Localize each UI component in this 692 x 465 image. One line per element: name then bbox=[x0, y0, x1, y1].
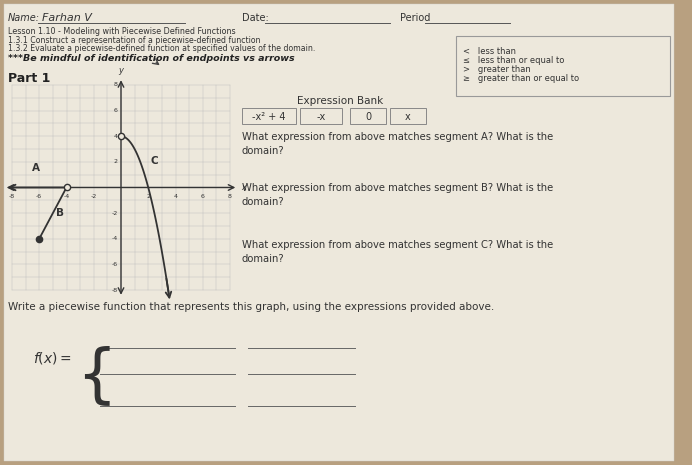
Text: -2: -2 bbox=[111, 211, 118, 216]
Text: -6: -6 bbox=[112, 262, 118, 267]
Text: B: B bbox=[55, 208, 64, 218]
Text: Expression Bank: Expression Bank bbox=[297, 96, 383, 106]
Text: 0: 0 bbox=[365, 112, 371, 122]
Text: ***Be mindful of identification of endpoints vs arrows: ***Be mindful of identification of endpo… bbox=[8, 54, 295, 63]
Text: -8: -8 bbox=[9, 193, 15, 199]
Text: $\{$: $\{$ bbox=[76, 344, 111, 408]
Text: ≤   less than or equal to: ≤ less than or equal to bbox=[463, 56, 565, 65]
Text: Date:: Date: bbox=[242, 13, 268, 23]
Text: C: C bbox=[151, 156, 158, 166]
Text: -4: -4 bbox=[64, 193, 70, 199]
Text: y: y bbox=[118, 66, 123, 75]
Text: $f(x) =$: $f(x) =$ bbox=[33, 350, 72, 366]
Text: 8: 8 bbox=[228, 193, 232, 199]
Text: Lesson 1.10 - Modeling with Piecewise Defined Functions: Lesson 1.10 - Modeling with Piecewise De… bbox=[8, 27, 235, 36]
Text: x: x bbox=[405, 112, 411, 122]
Text: <   less than: < less than bbox=[463, 47, 516, 56]
Text: 8: 8 bbox=[114, 82, 118, 87]
Text: Name:: Name: bbox=[8, 13, 40, 23]
FancyBboxPatch shape bbox=[350, 108, 386, 124]
Text: What expression from above matches segment B? What is the
domain?: What expression from above matches segme… bbox=[242, 183, 553, 207]
FancyBboxPatch shape bbox=[456, 36, 670, 96]
Text: -4: -4 bbox=[111, 236, 118, 241]
Text: -x: -x bbox=[316, 112, 326, 122]
FancyBboxPatch shape bbox=[4, 4, 674, 461]
Text: -2: -2 bbox=[91, 193, 97, 199]
Text: -6: -6 bbox=[36, 193, 42, 199]
Text: Farhan V: Farhan V bbox=[42, 13, 92, 23]
Text: 1.3.2 Evaluate a piecewise-defined function at specified values of the domain.: 1.3.2 Evaluate a piecewise-defined funct… bbox=[8, 44, 316, 53]
Text: What expression from above matches segment C? What is the
domain?: What expression from above matches segme… bbox=[242, 240, 553, 264]
Text: What expression from above matches segment A? What is the
domain?: What expression from above matches segme… bbox=[242, 132, 553, 156]
Text: 1.3.1 Construct a representation of a piecewise-defined function: 1.3.1 Construct a representation of a pi… bbox=[8, 36, 260, 45]
Text: 4: 4 bbox=[174, 193, 178, 199]
Text: Part 1: Part 1 bbox=[8, 72, 51, 85]
Text: Period: Period bbox=[400, 13, 430, 23]
Text: A: A bbox=[33, 163, 40, 173]
Text: 2: 2 bbox=[146, 193, 150, 199]
FancyBboxPatch shape bbox=[242, 108, 296, 124]
Text: -8: -8 bbox=[112, 287, 118, 292]
Text: >   greater than: > greater than bbox=[463, 65, 531, 74]
Text: 2: 2 bbox=[114, 159, 118, 164]
Text: -x² + 4: -x² + 4 bbox=[253, 112, 286, 122]
Text: Write a piecewise function that represents this graph, using the expressions pro: Write a piecewise function that represen… bbox=[8, 302, 494, 312]
FancyBboxPatch shape bbox=[300, 108, 342, 124]
Text: 4: 4 bbox=[114, 134, 118, 139]
FancyBboxPatch shape bbox=[390, 108, 426, 124]
Text: 6: 6 bbox=[201, 193, 205, 199]
Text: 6: 6 bbox=[114, 108, 118, 113]
Text: x: x bbox=[241, 183, 246, 192]
Text: ≥   greater than or equal to: ≥ greater than or equal to bbox=[463, 74, 579, 83]
